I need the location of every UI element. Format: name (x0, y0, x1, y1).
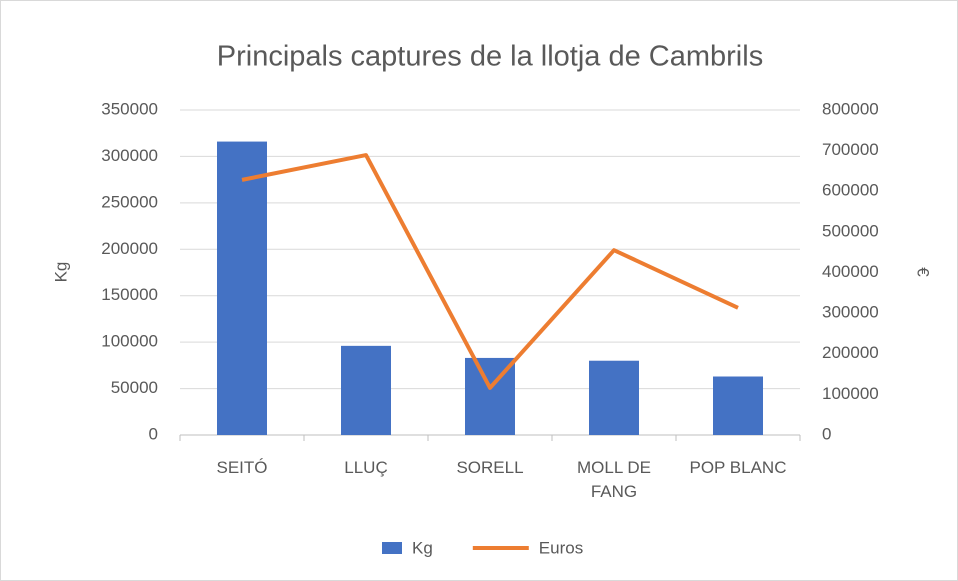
y-tick-label: 350000 (101, 99, 158, 118)
y2-tick-label: 400000 (822, 262, 879, 281)
bar (713, 376, 763, 435)
y-tick-label: 0 (149, 424, 158, 443)
y2-tick-label: 500000 (822, 221, 879, 240)
y2-axis-label: € (914, 267, 933, 277)
chart-title: Principals captures de la llotja de Camb… (217, 41, 763, 73)
x-tick-label: LLUÇ (344, 458, 388, 477)
x-tick-label: MOLL DE FANG (576, 458, 651, 501)
y2-tick-label: 0 (822, 424, 831, 443)
y-tick-label: 200000 (101, 239, 158, 258)
y-tick-label: 150000 (101, 285, 158, 304)
bar (217, 141, 267, 436)
legend-label: Kg (412, 538, 433, 557)
y2-tick-label: 200000 (822, 343, 879, 362)
y-tick-label: 50000 (111, 378, 158, 397)
bar (589, 360, 639, 435)
line (241, 153, 739, 390)
bar (341, 345, 391, 435)
y-tick-label: 250000 (101, 192, 158, 211)
y2-tick-label: 300000 (822, 303, 879, 322)
x-tick-label: POP BLANC (689, 458, 787, 477)
y-tick-label: 300000 (101, 146, 158, 165)
y2-tick-label: 800000 (822, 99, 879, 118)
y-tick-label: 100000 (101, 332, 158, 351)
x-tick-label: SEITÓ (216, 458, 268, 477)
y2-tick-label: 700000 (822, 140, 879, 159)
legend-swatch (382, 542, 402, 554)
x-tick-label: SORELL (456, 458, 524, 477)
y-axis-label: Kg (51, 262, 70, 283)
y2-tick-label: 100000 (822, 384, 879, 403)
legend-label: Euros (539, 538, 583, 557)
y2-tick-label: 600000 (822, 181, 879, 200)
